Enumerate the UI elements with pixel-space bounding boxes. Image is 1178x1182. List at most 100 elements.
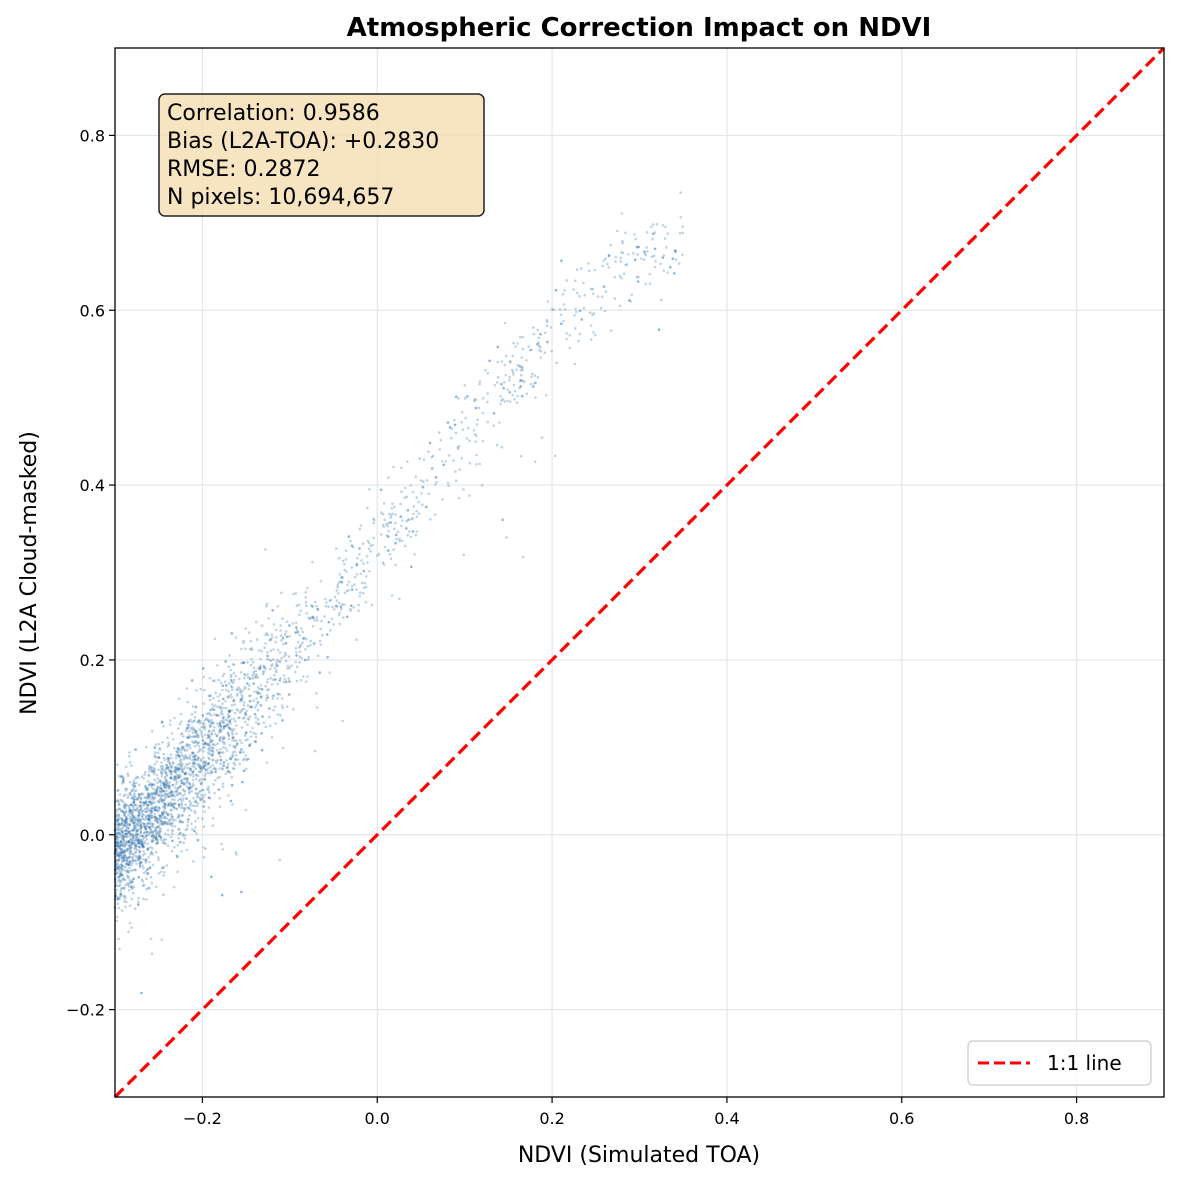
- scatter-point: [211, 721, 215, 724]
- scatter-point: [218, 724, 222, 727]
- scatter-point: [168, 820, 171, 823]
- scatter-point: [285, 635, 289, 639]
- scatter-point: [177, 793, 180, 796]
- scatter-point: [231, 736, 235, 739]
- scatter-point: [228, 710, 232, 713]
- scatter-point: [271, 694, 275, 698]
- scatter-point: [543, 331, 547, 335]
- scatter-point: [315, 604, 318, 608]
- scatter-point: [158, 779, 161, 782]
- scatter-point: [141, 834, 144, 838]
- scatter-point: [124, 807, 127, 810]
- scatter-point: [440, 460, 444, 463]
- scatter-point: [155, 791, 159, 794]
- scatter-point: [213, 725, 216, 729]
- scatter-point: [139, 842, 143, 845]
- scatter-point: [173, 798, 176, 802]
- scatter-point: [237, 677, 241, 681]
- scatter-point: [147, 800, 151, 804]
- scatter-point: [203, 733, 207, 737]
- scatter-point: [122, 777, 125, 781]
- scatter-point: [520, 394, 524, 398]
- scatter-point: [183, 771, 187, 775]
- scatter-point: [133, 804, 137, 807]
- scatter-point: [633, 233, 636, 236]
- scatter-point: [671, 257, 675, 261]
- scatter-point: [276, 697, 279, 700]
- scatter-point: [406, 534, 410, 537]
- scatter-point: [185, 744, 188, 747]
- scatter-point: [346, 615, 349, 619]
- scatter-point: [500, 360, 504, 363]
- scatter-point: [486, 371, 490, 375]
- scatter-point: [173, 795, 177, 798]
- scatter-point: [192, 752, 195, 755]
- scatter-point: [116, 896, 120, 900]
- scatter-point: [146, 797, 149, 800]
- scatter-point: [133, 907, 137, 911]
- scatter-point: [285, 681, 288, 684]
- scatter-point: [582, 307, 586, 310]
- scatter-point: [182, 797, 185, 800]
- scatter-point: [501, 518, 504, 522]
- scatter-point: [132, 779, 136, 783]
- scatter-point: [195, 832, 198, 835]
- scatter-point: [320, 619, 323, 623]
- scatter-point: [281, 719, 284, 722]
- scatter-point: [171, 839, 174, 843]
- scatter-point: [338, 622, 342, 626]
- scatter-point: [188, 786, 192, 790]
- scatter-point: [329, 598, 333, 602]
- scatter-point: [153, 835, 157, 839]
- scatter-point: [151, 847, 154, 850]
- scatter-point: [365, 554, 369, 558]
- scatter-point: [138, 862, 142, 866]
- scatter-point: [140, 878, 144, 881]
- scatter-point: [311, 560, 314, 564]
- scatter-point: [498, 421, 501, 424]
- scatter-point: [140, 792, 143, 795]
- scatter-point: [147, 792, 150, 795]
- scatter-point: [125, 826, 129, 829]
- scatter-point: [231, 738, 234, 742]
- scatter-point: [460, 456, 464, 460]
- scatter-point: [158, 790, 162, 794]
- scatter-point: [148, 826, 152, 830]
- scatter-point: [207, 762, 210, 765]
- scatter-point: [175, 765, 178, 769]
- scatter-point: [132, 814, 135, 818]
- scatter-point: [181, 770, 184, 774]
- scatter-point: [119, 841, 123, 845]
- scatter-point: [123, 896, 127, 900]
- scatter-point: [170, 808, 173, 812]
- scatter-point: [337, 601, 341, 605]
- scatter-point: [153, 801, 156, 804]
- scatter-point: [392, 548, 396, 551]
- x-axis-label: NDVI (Simulated TOA): [518, 1143, 760, 1168]
- scatter-point: [116, 840, 119, 843]
- scatter-point: [199, 730, 203, 733]
- scatter-point: [637, 275, 640, 279]
- scatter-point: [150, 730, 154, 733]
- scatter-point: [191, 751, 194, 755]
- scatter-point: [298, 661, 301, 664]
- scatter-point: [217, 714, 221, 717]
- scatter-point: [125, 823, 129, 827]
- scatter-point: [123, 895, 126, 898]
- scatter-point: [162, 789, 165, 793]
- scatter-point: [148, 860, 151, 864]
- scatter-point: [162, 838, 166, 841]
- scatter-point: [227, 710, 231, 713]
- scatter-point: [169, 769, 173, 773]
- scatter-point: [259, 695, 263, 699]
- scatter-point: [208, 725, 212, 729]
- scatter-point: [134, 748, 137, 751]
- scatter-point: [146, 822, 149, 825]
- scatter-point: [353, 583, 356, 586]
- scatter-point: [195, 729, 198, 733]
- scatter-point: [152, 787, 155, 791]
- scatter-point: [315, 616, 319, 619]
- scatter-point: [394, 533, 398, 537]
- scatter-point: [193, 710, 197, 714]
- scatter-point: [370, 603, 374, 607]
